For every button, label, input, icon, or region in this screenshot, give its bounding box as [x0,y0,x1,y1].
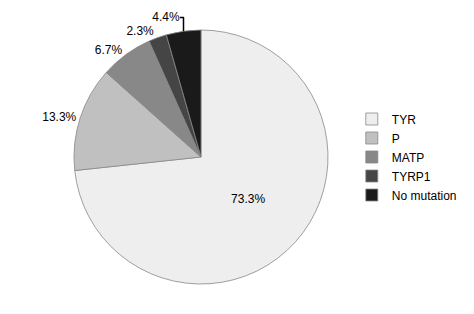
svg-text:13.3%: 13.3% [42,110,76,124]
svg-text:MATP: MATP [392,151,424,165]
svg-text:6.7%: 6.7% [95,43,123,57]
svg-text:2.3%: 2.3% [126,24,154,38]
svg-text:TYRP1: TYRP1 [392,170,431,184]
svg-text:4.4%: 4.4% [152,10,180,24]
svg-text:73.3%: 73.3% [231,192,265,206]
svg-text:P: P [392,132,400,146]
svg-text:TYR: TYR [392,113,416,127]
svg-text:No mutation: No mutation [392,189,457,203]
